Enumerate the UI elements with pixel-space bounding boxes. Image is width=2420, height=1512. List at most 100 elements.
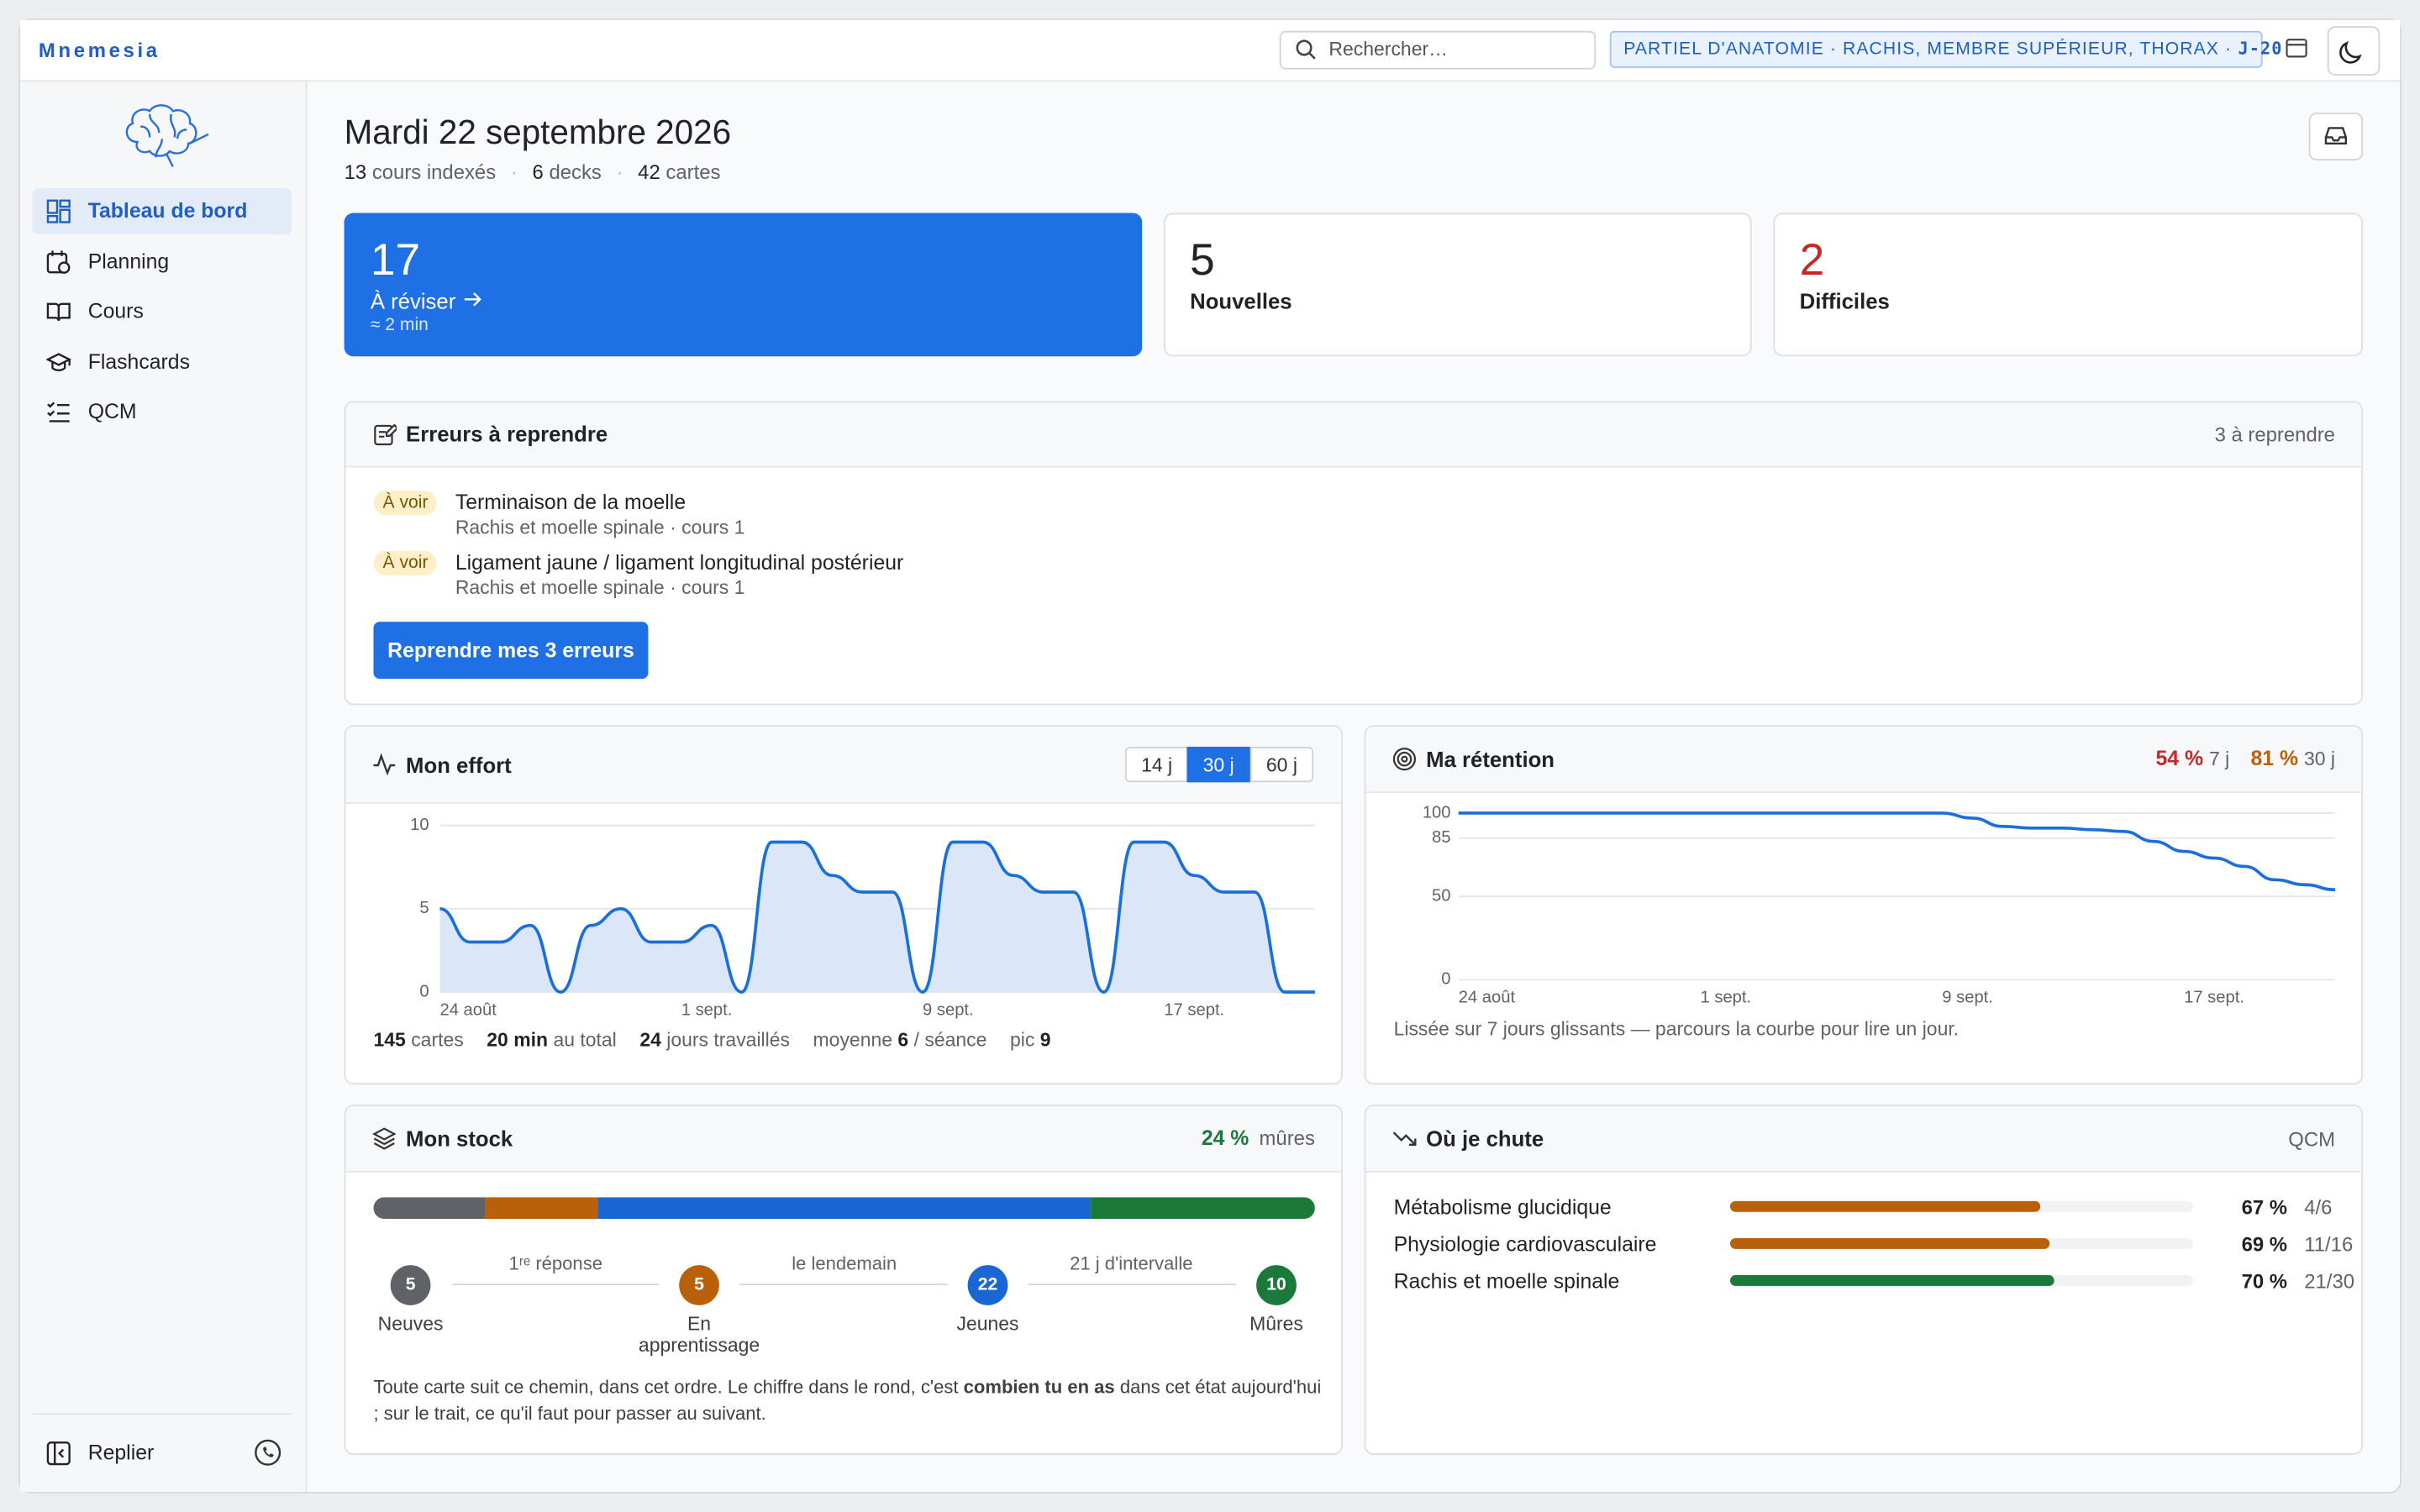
errors-count: 3 à reprendre [2214,423,2335,446]
note-text: dans cet état aujourd'hui ; sur le trait… [373,1376,1322,1425]
stage-label: En apprentissage [638,1313,760,1357]
panel-header [1365,727,2362,794]
nav-icon [46,250,71,274]
stat-value: 6 [532,160,544,184]
stage-transition: le lendemain [744,1252,944,1275]
transition-text: le lendemain [785,1252,903,1275]
stage-count: 10 [1256,1265,1297,1305]
card-label-text: À réviser [370,288,456,313]
panel-title: Mon stock [406,1126,513,1152]
panel-header [1365,1105,2362,1173]
search-icon [1296,39,1316,60]
error-tag: À voir [373,491,438,516]
card-review[interactable]: 17 À réviser ≈ 2 min [344,213,1143,357]
summary-value: 24 [639,1029,661,1051]
stat-label: decks [549,160,602,184]
logo [125,104,209,167]
rate-value: 24 % [1201,1126,1249,1150]
error-source: Rachis et moelle spinale · cours 1 [455,517,745,539]
card-new: 5 Nouvelles [1163,213,1752,357]
trend-icon [1392,1131,1417,1147]
summary-item: moyenne 6 / séance [813,1029,987,1051]
stat-label: cartes [666,160,721,184]
stage-count: 5 [390,1265,431,1305]
note-emphasis: combien tu en as [963,1376,1115,1399]
nav-item[interactable]: QCM [33,389,292,435]
error-source: Rachis et moelle spinale · cours 1 [455,576,745,599]
exam-label: PARTIEL D'ANATOMIE · RACHIS, MEMBRE SUPÉ… [1623,39,2233,59]
summary-value: 9 [1039,1029,1051,1051]
summary-item: pic 9 [1010,1029,1051,1051]
card-value: 2 [1799,236,1825,286]
sidebar [19,81,308,1493]
summary-prefix: pic [1009,1029,1035,1051]
note-text: Toute carte suit ce chemin, dans cet ord… [373,1376,964,1399]
inbox-button[interactable] [2308,113,2364,161]
weak-percent: 70 % [2241,1269,2288,1294]
exam-banner[interactable]: PARTIEL D'ANATOMIE · RACHIS, MEMBRE SUPÉ… [1609,30,2281,68]
stage-transition: 21 j d'intervalle [1031,1252,1232,1275]
nav-label: QCM [87,399,137,423]
weak-scope: QCM [2288,1127,2335,1152]
card-note: ≈ 2 min [370,316,429,335]
error-title[interactable]: Terminaison de la moelle [455,491,687,514]
nav-icon [47,402,70,423]
range-button[interactable]: 30 j [1186,746,1250,783]
range-button[interactable]: 60 j [1249,746,1314,783]
summary-value: 145 [373,1029,406,1051]
error-tag: À voir [373,550,438,576]
collapse[interactable]: Replier [33,1431,292,1477]
stage-label: Jeunes [956,1313,1019,1335]
error-title[interactable]: Ligament jaune / ligament longitudinal p… [455,550,904,575]
weak-score: 4/6 [2304,1195,2333,1220]
collapse-icon [46,1441,71,1466]
nav-item[interactable]: Cours [33,288,292,334]
collapse-label: Replier [87,1441,155,1465]
arrow-icon [465,292,482,307]
brand[interactable]: Mnemesia [38,38,160,62]
search[interactable]: Rechercher… [1279,30,1597,70]
nav-label: Planning [87,249,170,274]
card-value: 5 [1190,236,1215,286]
errors-button[interactable]: Reprendre mes 3 erreurs [373,622,649,680]
card-hard: 2 Difficiles [1773,213,2364,357]
stat-value: 42 [638,160,660,184]
rate-period: 7 j [2208,748,2230,770]
stage-label: Neuves [377,1313,444,1335]
stage-track [430,1284,1297,1286]
moon-icon [2339,41,2362,64]
stat-label: cours indexés [371,160,497,184]
nav-item[interactable]: Tableau de bord [32,188,292,235]
errors-panel [344,401,2364,706]
window-icon[interactable] [2286,39,2307,59]
rate-value: 54 % [2155,746,2204,770]
theme-toggle[interactable] [2327,26,2381,76]
summary-prefix: moyenne [813,1029,893,1051]
rate-label: mûres [1259,1126,1315,1150]
retention-rates: 54 % 7 j 81 % 30 j [2156,747,2335,770]
summary-item: 20 min au total [487,1029,616,1051]
panel-header [345,1105,1342,1173]
range-button[interactable]: 14 j [1124,746,1189,783]
summary-value: 6 [897,1029,909,1051]
separator [32,1413,292,1415]
card-label: Difficiles [1799,288,1890,313]
nav-item[interactable]: Planning [33,239,292,286]
summary-value: 20 min [487,1029,549,1051]
errors-icon [374,423,397,446]
summary-label: jours travaillés [666,1029,791,1051]
transition-text: 21 j d'intervalle [1063,1252,1199,1275]
nav-item[interactable]: Flashcards [33,339,292,386]
whatsapp-icon[interactable] [253,1438,282,1467]
nav-label: Tableau de bord [87,198,248,223]
stock-rate: 24 % mûres [1202,1126,1315,1150]
retention-caption: Lissée sur 7 jours glissants — parcours … [1393,1018,1960,1040]
panel-header [345,402,2362,468]
stock-note: Toute carte suit ce chemin, dans cet ord… [373,1375,1323,1427]
panel-title: Erreurs à reprendre [406,421,608,446]
header-stats: 13 cours indexés · 6 decks · 42 cartes [344,160,721,184]
rate-period: 30 j [2303,748,2335,770]
nav-label: Cours [87,299,144,323]
effort-summary: 145 cartes 20 min au total 24 jours trav… [373,1029,1050,1051]
